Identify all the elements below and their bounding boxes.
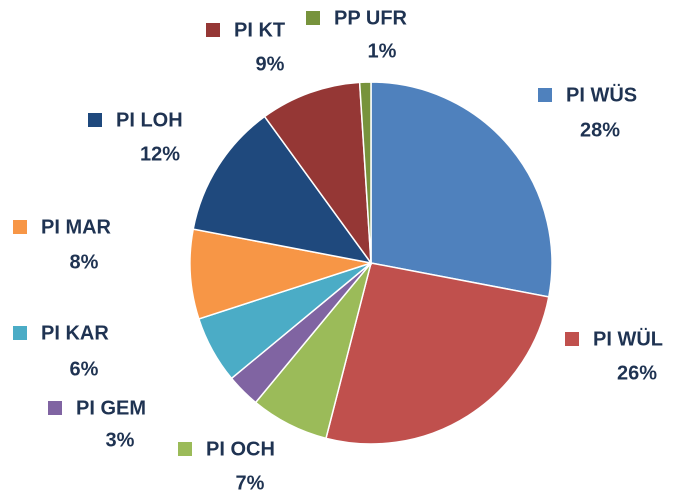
value-label: 6% <box>70 358 99 380</box>
value-label: 7% <box>236 472 265 494</box>
category-label: PI WÜL <box>593 327 663 350</box>
legend-swatch <box>13 326 27 340</box>
category-label: PI GEM <box>76 397 146 419</box>
pie-slice <box>325 262 550 445</box>
pie-slice <box>189 228 372 320</box>
category-label: PI KT <box>234 19 285 41</box>
category-label: PI KAR <box>41 322 109 344</box>
value-label: 28% <box>580 119 620 141</box>
category-label: PI MAR <box>41 216 112 238</box>
pie-slice <box>263 81 372 266</box>
category-label: PI OCH <box>206 438 275 460</box>
category-label: PI LOH <box>116 109 183 131</box>
value-label: 12% <box>140 143 180 165</box>
legend-swatch <box>565 332 579 346</box>
legend-swatch <box>206 23 220 37</box>
value-label: 9% <box>256 53 285 75</box>
pie-slice <box>192 115 373 265</box>
legend-swatch <box>538 88 552 102</box>
category-label: PP UFR <box>334 7 408 29</box>
legend-swatch <box>178 442 192 456</box>
value-label: 26% <box>617 362 657 384</box>
legend-swatch <box>88 113 102 127</box>
value-label: 8% <box>70 251 99 273</box>
value-label: 3% <box>106 429 135 451</box>
value-label: 1% <box>368 40 397 62</box>
category-label: PI WÜS <box>566 83 637 106</box>
legend-swatch <box>13 220 27 234</box>
legend-swatch <box>306 11 320 25</box>
pie-slice <box>370 81 553 298</box>
pie-slice <box>358 81 372 264</box>
legend-swatch <box>48 401 62 415</box>
